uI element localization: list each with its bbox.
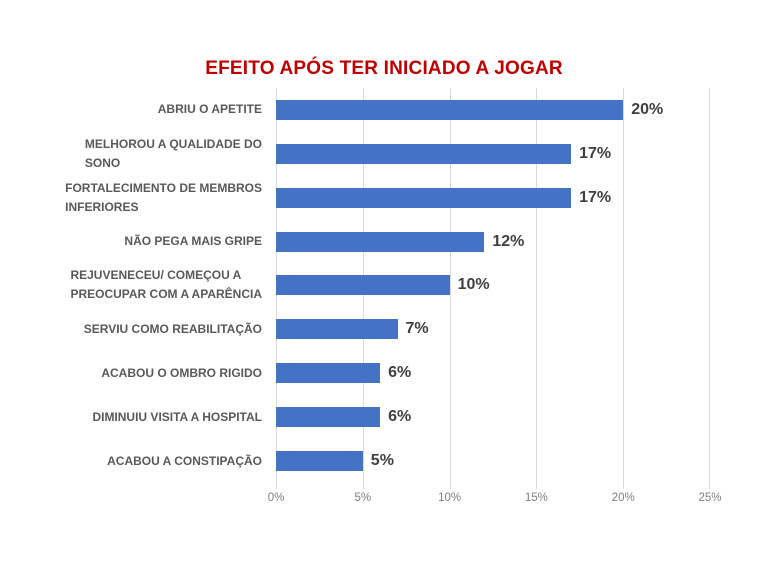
bar-row: 6% bbox=[276, 351, 710, 395]
x-axis-tick-label: 20% bbox=[611, 492, 635, 504]
tick-mark bbox=[449, 483, 451, 489]
data-label: 20% bbox=[631, 100, 664, 118]
category-label: ABRIU O APETITE bbox=[157, 102, 262, 117]
bar bbox=[276, 319, 398, 340]
x-axis-tick-label: 15% bbox=[524, 492, 548, 504]
category-row: MELHOROU A QUALIDADE DO SONO bbox=[0, 132, 276, 176]
data-label: 17% bbox=[579, 188, 612, 206]
data-label: 6% bbox=[388, 408, 412, 426]
data-label: 5% bbox=[370, 452, 394, 470]
bar-row: 20% bbox=[276, 88, 710, 132]
tick-mark bbox=[536, 483, 538, 489]
bar bbox=[276, 99, 624, 120]
category-row: REJUVENECEU/ COMEÇOU A PREOCUPAR COM A A… bbox=[0, 264, 276, 308]
category-row: SERVIU COMO REABILITAÇÃO bbox=[0, 307, 276, 351]
category-label: DIMINUIU VISITA A HOSPITAL bbox=[92, 409, 262, 424]
chart-title: EFEITO APÓS TER INICIADO A JOGAR bbox=[205, 58, 563, 79]
bar-row: 17% bbox=[276, 176, 710, 220]
category-row: ACABOU A CONSTIPAÇÃO bbox=[0, 439, 276, 483]
tick-mark bbox=[623, 483, 625, 489]
category-row: ACABOU O OMBRO RIGIDO bbox=[0, 351, 276, 395]
data-label: 12% bbox=[492, 232, 525, 250]
category-label: ACABOU A CONSTIPAÇÃO bbox=[107, 453, 262, 468]
tick-mark bbox=[362, 483, 364, 489]
category-row: DIMINUIU VISITA A HOSPITAL bbox=[0, 395, 276, 439]
x-axis-tick-label: 25% bbox=[698, 492, 722, 504]
bar bbox=[276, 407, 381, 428]
gridline bbox=[709, 88, 710, 483]
category-label: FORTALECIMENTO DE MEMBROS INFERIORES bbox=[65, 180, 262, 214]
gridline bbox=[449, 88, 451, 483]
bar-row: 7% bbox=[276, 307, 710, 351]
x-axis-tick-label: 0% bbox=[267, 492, 285, 504]
bar bbox=[276, 187, 572, 208]
data-label: 7% bbox=[405, 320, 429, 338]
category-label: ACABOU O OMBRO RIGIDO bbox=[101, 365, 262, 380]
gridline bbox=[536, 88, 538, 483]
bar-row: 5% bbox=[276, 439, 710, 483]
bar-row: 10% bbox=[276, 264, 710, 308]
gridline bbox=[623, 88, 625, 483]
data-label: 10% bbox=[457, 276, 490, 294]
bar bbox=[276, 451, 363, 472]
category-label: MELHOROU A QUALIDADE DO SONO bbox=[84, 136, 262, 170]
x-axis-tick-label: 10% bbox=[438, 492, 462, 504]
category-row: NÃO PEGA MAIS GRIPE bbox=[0, 220, 276, 264]
data-label: 6% bbox=[388, 364, 412, 382]
category-row: ABRIU O APETITE bbox=[0, 88, 276, 132]
bar bbox=[276, 363, 381, 384]
bar bbox=[276, 143, 572, 164]
tick-mark bbox=[709, 483, 710, 489]
category-axis: ABRIU O APETITE MELHOROU A QUALIDADE DO S… bbox=[0, 88, 276, 483]
bar bbox=[276, 231, 485, 252]
bar-row: 6% bbox=[276, 395, 710, 439]
category-label: REJUVENECEU/ COMEÇOU A PREOCUPAR COM A A… bbox=[70, 268, 262, 302]
category-label: NÃO PEGA MAIS GRIPE bbox=[124, 234, 262, 249]
data-label: 17% bbox=[579, 144, 612, 162]
bar bbox=[276, 275, 450, 296]
tick-mark bbox=[276, 483, 277, 489]
category-label: SERVIU COMO REABILITAÇÃO bbox=[83, 321, 262, 336]
plot-area: 20% 17% 17% 12% 10% 7% 6% 6% 5% bbox=[276, 88, 710, 489]
category-row: FORTALECIMENTO DE MEMBROS INFERIORES bbox=[0, 176, 276, 220]
bar-row: 17% bbox=[276, 132, 710, 176]
x-axis-tick-label: 5% bbox=[354, 492, 372, 504]
bar-row: 12% bbox=[276, 220, 710, 264]
